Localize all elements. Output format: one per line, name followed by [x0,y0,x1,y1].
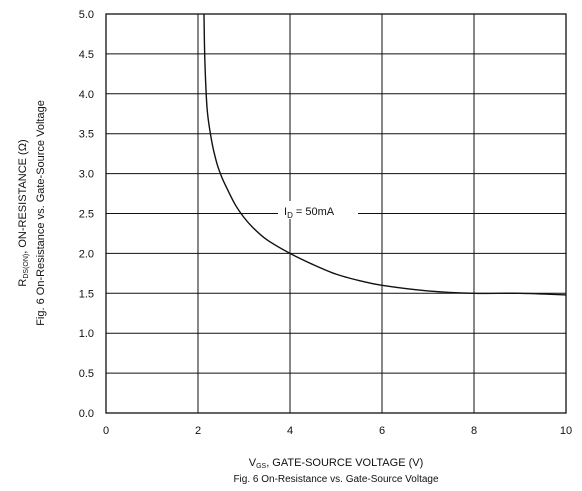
y-axis-title-symbol: R [17,279,29,287]
x-axis-title: VGS, GATE-SOURCE VOLTAGE (V) [249,457,424,470]
y-tick-label: 3.5 [79,129,94,141]
curve-label: ID = 50mA [284,206,335,220]
x-tick-label: 8 [471,425,477,437]
y-tick-label: 0.5 [79,368,94,380]
y-tick-label: 1.5 [79,288,94,300]
y-tick-label: 2.0 [79,248,94,260]
curve-layer [203,13,567,296]
x-axis-title-text: , GATE-SOURCE VOLTAGE (V) [266,457,423,469]
x-axis-title-subscript: GS [256,463,266,470]
plot-frame [105,13,567,414]
y-tick-label: 4.0 [79,89,94,101]
y-axis-secondary-title: Fig. 6 On-Resistance vs. Gate-Source Vol… [35,100,47,326]
x-tick-label: 4 [287,425,293,437]
y-axis-title-subscript: DS(ON) [23,254,30,279]
y-tick-label: 0.0 [79,408,94,420]
curve-label-background [278,201,358,219]
x-tick-label: 6 [379,425,385,437]
x-tick-labels: 0 2 4 6 8 10 [103,425,572,437]
y-tick-label: 5.0 [79,9,94,21]
x-tick-label: 2 [195,425,201,437]
curve-label-symbol: I [284,206,287,218]
y-tick-label: 3.0 [79,169,94,181]
x-tick-label: 0 [103,425,109,437]
y-tick-label: 1.0 [79,328,94,340]
figure-caption: Fig. 6 On-Resistance vs. Gate-Source Vol… [233,474,439,485]
y-tick-label: 2.5 [79,209,94,221]
y-axis-title: RDS(ON), ON-RESISTANCE (Ω) [17,139,30,286]
x-tick-label: 10 [560,425,572,437]
y-tick-labels: 0.0 0.5 1.0 1.5 2.0 2.5 3.0 3.5 4.0 4.5 5.0 [79,9,94,420]
curve-label-text: = 50mA [293,206,335,218]
series-line-id-50ma [203,13,567,296]
y-axis-title-text: , ON-RESISTANCE (Ω) [17,139,29,253]
x-axis-title-symbol: V [249,457,257,469]
y-tick-label: 4.5 [79,49,94,61]
curve-label-subscript: D [287,211,293,220]
